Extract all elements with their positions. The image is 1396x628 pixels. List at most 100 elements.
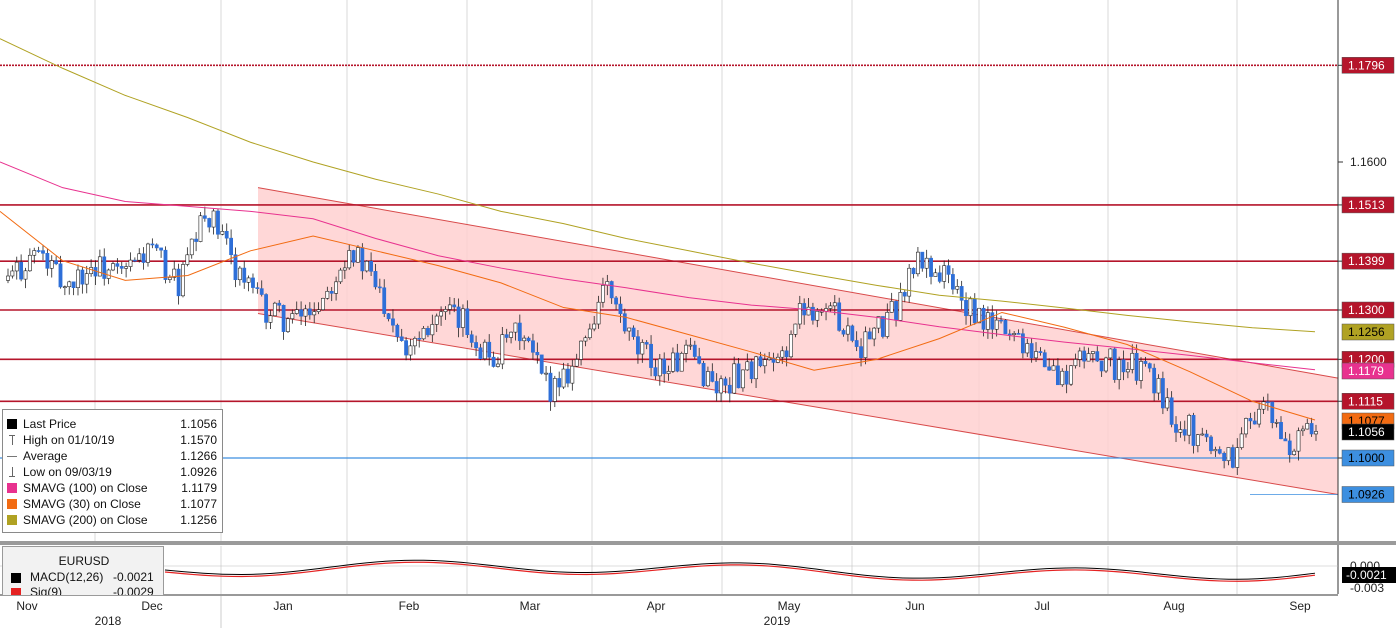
- candle-body: [1055, 365, 1060, 386]
- legend-row-high: High on 01/10/19 1.1570: [3, 432, 222, 448]
- candle-body: [10, 270, 15, 277]
- candle-body: [1095, 351, 1100, 362]
- legend-row-last-price: Last Price 1.1056: [3, 416, 222, 432]
- legend-label: Low on 09/03/19: [23, 465, 112, 479]
- candle-body: [719, 378, 723, 394]
- candle-body: [150, 243, 155, 246]
- candle-body: [994, 319, 999, 330]
- candle-body: [688, 344, 693, 347]
- candle-body: [76, 269, 80, 288]
- candle-body: [132, 259, 137, 262]
- candle-body: [1217, 449, 1222, 454]
- candle-body: [631, 327, 636, 337]
- candle-body: [959, 286, 964, 301]
- candle-body: [977, 307, 982, 324]
- candle-body: [1112, 348, 1117, 380]
- candle-body: [806, 306, 811, 316]
- candle-body: [552, 378, 557, 402]
- level-tag-label: 1.1796: [1348, 58, 1385, 72]
- candle-body: [1257, 408, 1262, 425]
- candle-body: [1191, 415, 1196, 446]
- candle-body: [386, 313, 391, 320]
- candle-body: [526, 337, 531, 342]
- month-label: Jul: [1034, 599, 1049, 613]
- candle-body: [119, 266, 124, 269]
- candle-body: [789, 334, 793, 358]
- candle-body: [1042, 352, 1047, 368]
- candle-body: [614, 297, 618, 305]
- candle-body: [649, 343, 653, 368]
- candle-body: [373, 271, 378, 288]
- candle-body: [902, 292, 907, 297]
- candle-body: [548, 372, 553, 402]
- candle-body: [981, 307, 986, 330]
- candle-body: [1200, 433, 1205, 436]
- candle-body: [41, 250, 45, 254]
- legend-row-average: Average 1.1266: [3, 448, 222, 464]
- candle-body: [412, 337, 417, 347]
- candle-body: [1082, 350, 1087, 362]
- candle-body: [679, 353, 684, 372]
- candle-body: [1025, 343, 1030, 354]
- candle-body: [627, 327, 632, 332]
- candle-body: [496, 363, 500, 367]
- candle-body: [54, 260, 59, 265]
- candle-body: [1012, 333, 1017, 335]
- candle-body: [303, 308, 308, 317]
- candle-body: [272, 302, 277, 317]
- candle-body: [233, 254, 238, 281]
- candle-body: [972, 298, 977, 324]
- candle-body: [1287, 440, 1292, 455]
- candle-body: [49, 260, 54, 269]
- candle-body: [701, 362, 706, 387]
- candle-body: [6, 275, 10, 281]
- candle-body: [111, 263, 115, 271]
- candle-body: [259, 288, 264, 295]
- month-label: Jun: [905, 599, 924, 613]
- candle-body: [653, 367, 658, 377]
- candle-body: [216, 210, 220, 235]
- red-square-icon: [11, 588, 21, 595]
- candle-body: [36, 250, 41, 252]
- candle-body: [1047, 366, 1052, 371]
- candle-body: [937, 272, 942, 282]
- legend-label: Average: [23, 449, 68, 463]
- candle-body: [404, 340, 408, 356]
- candle-body: [872, 327, 877, 340]
- value-tag: [1341, 423, 1395, 441]
- month-label: Aug: [1163, 599, 1184, 613]
- candle-body: [461, 308, 465, 328]
- candle-body: [338, 269, 343, 283]
- candle-body: [535, 351, 540, 356]
- candle-body: [1178, 429, 1183, 433]
- candle-body: [951, 274, 955, 290]
- candle-body: [198, 215, 203, 242]
- macd-line: [164, 559, 1316, 580]
- candle-body: [251, 277, 255, 288]
- candle-body: [697, 356, 702, 364]
- candle-body: [1021, 333, 1025, 354]
- candle-body: [867, 331, 872, 340]
- legend-label: Last Price: [23, 417, 77, 431]
- candle-body: [1314, 431, 1318, 435]
- candle-body: [797, 303, 802, 325]
- month-label: Mar: [520, 599, 541, 613]
- macd-row: MACD(12,26) -0.0021: [3, 570, 163, 585]
- candle-body: [1160, 378, 1165, 409]
- candle-body: [286, 318, 290, 332]
- candle-body: [924, 257, 929, 269]
- panel-divider: [0, 541, 1396, 545]
- candle-body: [1108, 348, 1113, 359]
- candle-body: [347, 250, 352, 269]
- candle-body: [281, 304, 286, 332]
- macd-legend: EURUSD MACD(12,26) -0.0021 Sig(9) -0.002…: [2, 546, 164, 596]
- candle-body: [1265, 401, 1270, 404]
- candle-body: [1309, 423, 1314, 435]
- candle-body: [618, 303, 623, 315]
- candle-body: [784, 350, 789, 358]
- candle-body: [456, 306, 461, 328]
- candle-body: [1187, 415, 1192, 436]
- signal-line: [164, 561, 1316, 582]
- channel-lower-line: [257, 312, 1339, 495]
- candle-body: [850, 325, 855, 341]
